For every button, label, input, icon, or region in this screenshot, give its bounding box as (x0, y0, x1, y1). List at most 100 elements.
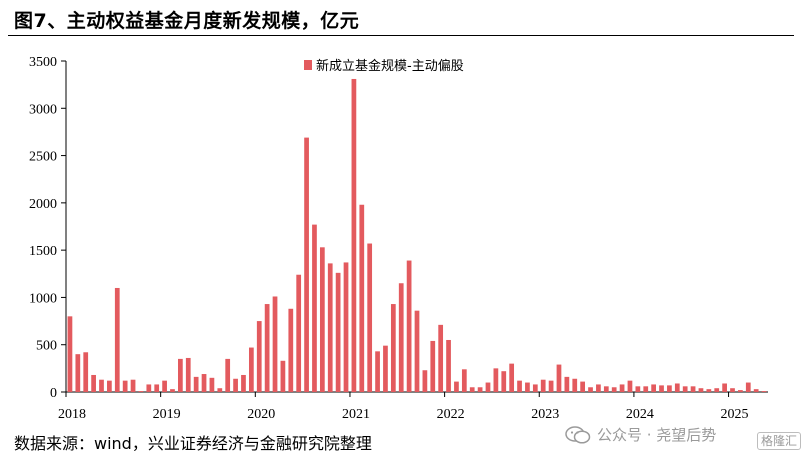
bar-2021-10 (422, 370, 428, 392)
bar-2023-05 (572, 378, 578, 392)
bar-2019-08 (217, 388, 223, 392)
bar-2023-03 (556, 364, 562, 392)
chart-title: 图7、主动权益基金月度新发规模，亿元 (14, 10, 360, 32)
bar-2021-05 (383, 345, 388, 392)
bar-2020-07 (304, 137, 309, 392)
bar-2025-01 (730, 388, 735, 392)
x-axis: 2018 2019 2020 2021 2022 2023 2024 2025 (58, 391, 768, 422)
legend-swatch (304, 60, 312, 70)
bar-2018-01 (67, 316, 73, 392)
watermark-text: 公众号 · 尧望后势 (597, 426, 717, 444)
bar-2022-11 (525, 382, 530, 392)
x-tick-label: 2021 (342, 407, 370, 422)
bar-2024-10 (706, 389, 712, 392)
bar-2018-05 (99, 379, 104, 392)
x-tick-label: 2022 (437, 407, 465, 422)
bar-2024-12 (722, 383, 727, 392)
bar-2024-03 (651, 384, 656, 392)
bar-2023-06 (580, 381, 586, 392)
bar-2025-04 (753, 389, 759, 392)
bar-2020-05 (288, 308, 294, 392)
bar-2021-06 (390, 304, 396, 392)
bar-2020-02 (264, 304, 270, 392)
bar-2024-07 (682, 386, 688, 392)
bar-2024-06 (674, 383, 680, 392)
bar-2019-01 (162, 380, 167, 392)
bar-2019-10 (233, 378, 238, 392)
bar-2019-02 (170, 389, 175, 392)
bar-2024-04 (659, 385, 664, 392)
bar-2021-12 (438, 324, 444, 392)
bar-2020-06 (296, 274, 302, 392)
bar-2022-01 (446, 339, 451, 392)
legend-label: 新成立基金规模-主动偏股 (316, 58, 464, 74)
x-tick-label: 2019 (153, 407, 181, 422)
bar-2022-08 (501, 371, 507, 392)
bar-2018-11 (146, 384, 152, 392)
y-tick-label: 0 (50, 386, 57, 401)
bar-2021-09 (414, 310, 420, 392)
bar-2023-10 (611, 387, 617, 392)
y-tick-label: 2000 (29, 197, 57, 212)
bar-2019-05 (193, 376, 199, 392)
y-tick-label: 1500 (29, 244, 57, 259)
bar-2024-11 (714, 388, 720, 392)
bar-2020-03 (272, 296, 278, 392)
bar-2022-12 (532, 384, 538, 392)
bar-2018-06 (107, 380, 112, 392)
x-tick-label: 2020 (247, 407, 275, 422)
bar-2019-04 (185, 357, 191, 392)
bar-2020-08 (312, 224, 317, 392)
bar-2023-11 (619, 384, 625, 392)
bar-2020-10 (327, 263, 333, 392)
bar-2019-09 (225, 358, 231, 392)
bar-2021-11 (430, 340, 436, 392)
bar-2024-01 (635, 386, 641, 392)
bar-2022-10 (517, 380, 522, 392)
bar-2023-07 (588, 387, 593, 392)
legend: 新成立基金规模-主动偏股 (304, 58, 464, 74)
bar-2020-12 (343, 262, 349, 392)
bar-2024-05 (667, 385, 672, 392)
x-tick-label: 2024 (626, 407, 654, 422)
bar-series (67, 78, 767, 393)
bar-2019-07 (209, 377, 215, 392)
y-tick-label: 1000 (29, 291, 57, 306)
bar-2024-09 (698, 388, 704, 392)
bar-2023-08 (596, 384, 601, 392)
bar-2018-03 (83, 352, 89, 392)
y-axis: 0 500 1000 1500 2000 2500 3000 3500 (29, 55, 67, 401)
bar-2021-07 (398, 283, 404, 392)
bar-2021-01 (351, 78, 357, 393)
watermark: 公众号 · 尧望后势 (565, 424, 716, 445)
y-tick-label: 3000 (29, 102, 57, 117)
badge-logo: 格隆汇 (756, 432, 801, 450)
bar-2024-02 (643, 386, 649, 392)
bar-2020-09 (319, 247, 325, 392)
source-note: 数据来源：wind，兴业证券经济与金融研究院整理 (14, 434, 372, 453)
bar-2018-12 (154, 384, 160, 392)
bar-2022-09 (509, 363, 515, 392)
bar-2019-11 (241, 374, 246, 392)
bar-2018-10 (138, 391, 144, 392)
bar-2020-11 (335, 272, 341, 392)
y-tick-label: 3500 (29, 55, 57, 70)
y-tick-label: 2500 (29, 150, 57, 165)
bar-2018-04 (91, 374, 96, 392)
x-tick-label: 2023 (531, 407, 559, 422)
bar-2019-12 (248, 347, 254, 392)
bar-2021-03 (367, 243, 373, 392)
bar-2018-08 (122, 380, 128, 392)
bar-2025-02 (738, 390, 743, 392)
bar-2018-09 (130, 379, 136, 392)
bar-2024-08 (690, 386, 696, 392)
bar-2019-03 (178, 358, 183, 392)
bar-2021-04 (375, 351, 380, 392)
bar-2023-01 (540, 379, 546, 392)
bar-2022-02 (454, 381, 459, 392)
bar-2018-07 (114, 287, 120, 392)
bar-2021-08 (406, 260, 412, 392)
x-tick-label: 2025 (721, 407, 749, 422)
bar-2019-06 (201, 374, 207, 392)
